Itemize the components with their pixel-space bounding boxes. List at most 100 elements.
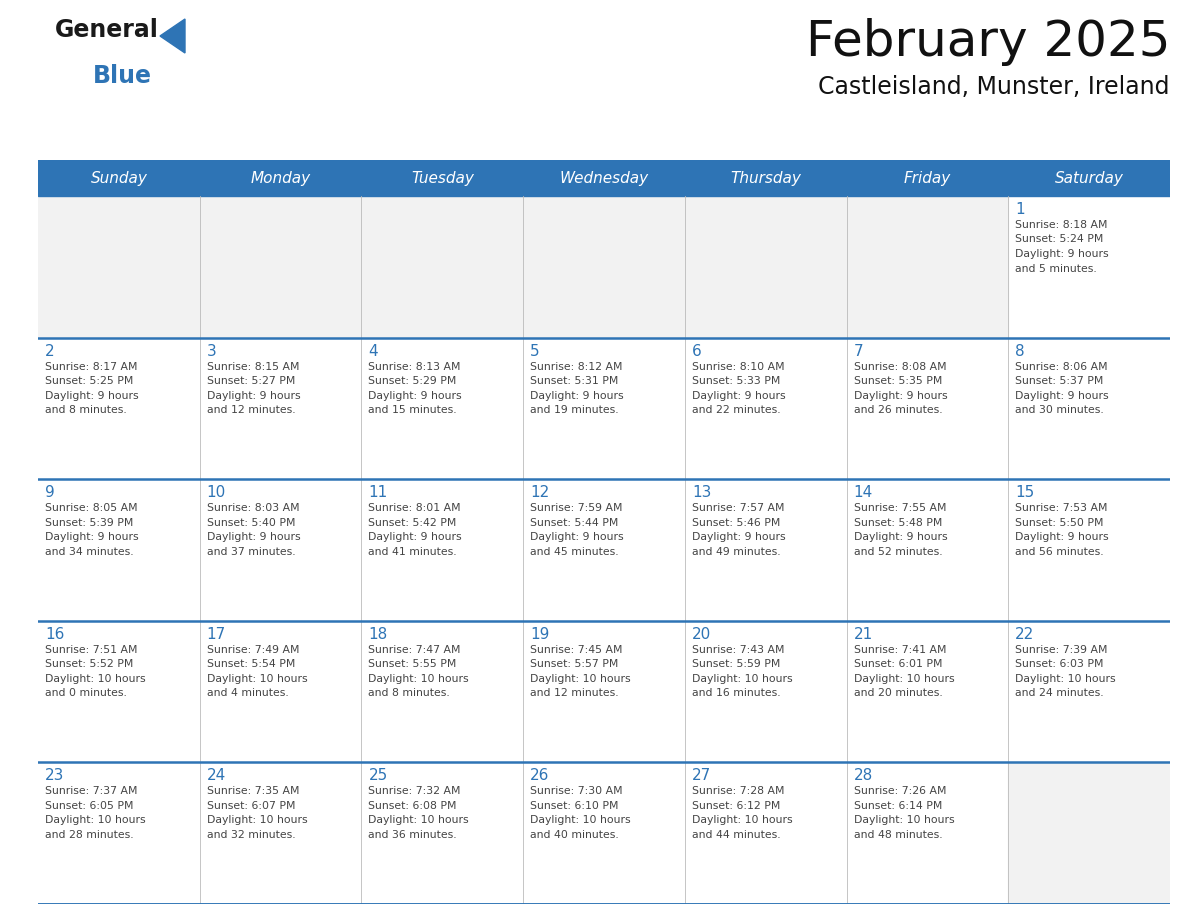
Text: and 41 minutes.: and 41 minutes. [368, 547, 457, 556]
Text: Sunrise: 7:57 AM: Sunrise: 7:57 AM [691, 503, 784, 513]
Text: 13: 13 [691, 486, 712, 500]
Text: Blue: Blue [93, 64, 152, 88]
Text: Sunset: 5:44 PM: Sunset: 5:44 PM [530, 518, 619, 528]
Text: Daylight: 10 hours: Daylight: 10 hours [853, 674, 954, 684]
Text: 7: 7 [853, 343, 864, 359]
Text: Sunset: 5:35 PM: Sunset: 5:35 PM [853, 376, 942, 386]
Text: 6: 6 [691, 343, 702, 359]
Text: Sunrise: 8:15 AM: Sunrise: 8:15 AM [207, 362, 299, 372]
Text: Daylight: 9 hours: Daylight: 9 hours [1016, 390, 1108, 400]
Text: and 15 minutes.: and 15 minutes. [368, 405, 457, 415]
Text: Sunset: 6:14 PM: Sunset: 6:14 PM [853, 800, 942, 811]
Text: 25: 25 [368, 768, 387, 783]
Text: Daylight: 10 hours: Daylight: 10 hours [691, 815, 792, 825]
Text: and 34 minutes.: and 34 minutes. [45, 547, 133, 556]
Bar [38, 160, 1170, 196]
Text: Daylight: 9 hours: Daylight: 9 hours [45, 390, 139, 400]
Text: 26: 26 [530, 768, 550, 783]
Text: Sunset: 6:01 PM: Sunset: 6:01 PM [853, 659, 942, 669]
Text: Wednesday: Wednesday [560, 171, 649, 185]
Text: and 22 minutes.: and 22 minutes. [691, 405, 781, 415]
Text: Sunrise: 7:26 AM: Sunrise: 7:26 AM [853, 787, 946, 797]
Text: 1: 1 [1016, 202, 1025, 217]
Text: Sunset: 6:07 PM: Sunset: 6:07 PM [207, 800, 295, 811]
Text: Daylight: 10 hours: Daylight: 10 hours [368, 815, 469, 825]
Text: Daylight: 9 hours: Daylight: 9 hours [853, 532, 947, 543]
Text: Sunrise: 7:55 AM: Sunrise: 7:55 AM [853, 503, 946, 513]
Text: Tuesday: Tuesday [411, 171, 474, 185]
Text: and 19 minutes.: and 19 minutes. [530, 405, 619, 415]
Text: 21: 21 [853, 627, 873, 642]
Text: Daylight: 9 hours: Daylight: 9 hours [368, 532, 462, 543]
Text: and 32 minutes.: and 32 minutes. [207, 830, 296, 840]
Text: Daylight: 10 hours: Daylight: 10 hours [691, 674, 792, 684]
Text: Sunrise: 7:53 AM: Sunrise: 7:53 AM [1016, 503, 1107, 513]
Text: Sunset: 5:55 PM: Sunset: 5:55 PM [368, 659, 457, 669]
Text: Daylight: 9 hours: Daylight: 9 hours [691, 532, 785, 543]
Text: 11: 11 [368, 486, 387, 500]
Text: 14: 14 [853, 486, 873, 500]
Text: Sunset: 5:33 PM: Sunset: 5:33 PM [691, 376, 781, 386]
Text: and 8 minutes.: and 8 minutes. [368, 688, 450, 699]
Text: Sunset: 5:52 PM: Sunset: 5:52 PM [45, 659, 133, 669]
Text: and 24 minutes.: and 24 minutes. [1016, 688, 1104, 699]
Text: 2: 2 [45, 343, 55, 359]
Bar [38, 763, 1170, 904]
Text: Sunset: 6:12 PM: Sunset: 6:12 PM [691, 800, 781, 811]
Text: and 26 minutes.: and 26 minutes. [853, 405, 942, 415]
Text: Daylight: 9 hours: Daylight: 9 hours [368, 390, 462, 400]
Text: Sunset: 5:54 PM: Sunset: 5:54 PM [207, 659, 295, 669]
Text: 3: 3 [207, 343, 216, 359]
Text: February 2025: February 2025 [805, 18, 1170, 66]
Text: Sunset: 5:59 PM: Sunset: 5:59 PM [691, 659, 781, 669]
Text: Thursday: Thursday [731, 171, 801, 185]
Text: and 36 minutes.: and 36 minutes. [368, 830, 457, 840]
Text: Sunrise: 7:43 AM: Sunrise: 7:43 AM [691, 644, 784, 655]
Text: 23: 23 [45, 768, 64, 783]
Text: and 5 minutes.: and 5 minutes. [1016, 263, 1097, 274]
Text: Sunrise: 7:39 AM: Sunrise: 7:39 AM [1016, 644, 1107, 655]
Bar [38, 479, 1170, 621]
Text: 8: 8 [1016, 343, 1025, 359]
Text: Daylight: 10 hours: Daylight: 10 hours [1016, 674, 1116, 684]
Text: Sunrise: 7:45 AM: Sunrise: 7:45 AM [530, 644, 623, 655]
Text: and 12 minutes.: and 12 minutes. [530, 688, 619, 699]
Text: Daylight: 10 hours: Daylight: 10 hours [45, 815, 146, 825]
Text: Daylight: 9 hours: Daylight: 9 hours [691, 390, 785, 400]
Text: Sunrise: 8:17 AM: Sunrise: 8:17 AM [45, 362, 138, 372]
Text: Daylight: 9 hours: Daylight: 9 hours [207, 390, 301, 400]
Text: Sunset: 5:25 PM: Sunset: 5:25 PM [45, 376, 133, 386]
Text: 20: 20 [691, 627, 712, 642]
Text: and 52 minutes.: and 52 minutes. [853, 547, 942, 556]
Text: 5: 5 [530, 343, 539, 359]
Polygon shape [160, 19, 185, 53]
Text: and 40 minutes.: and 40 minutes. [530, 830, 619, 840]
Text: and 49 minutes.: and 49 minutes. [691, 547, 781, 556]
Text: Sunset: 5:27 PM: Sunset: 5:27 PM [207, 376, 295, 386]
Text: and 56 minutes.: and 56 minutes. [1016, 547, 1104, 556]
Text: 24: 24 [207, 768, 226, 783]
Text: and 8 minutes.: and 8 minutes. [45, 405, 127, 415]
Text: Sunrise: 8:18 AM: Sunrise: 8:18 AM [1016, 220, 1107, 230]
Text: Sunset: 5:31 PM: Sunset: 5:31 PM [530, 376, 619, 386]
Text: Sunset: 6:08 PM: Sunset: 6:08 PM [368, 800, 457, 811]
Text: Sunrise: 8:01 AM: Sunrise: 8:01 AM [368, 503, 461, 513]
Text: 19: 19 [530, 627, 550, 642]
Text: Daylight: 9 hours: Daylight: 9 hours [1016, 249, 1108, 259]
Bar [1009, 763, 1170, 904]
Text: General: General [55, 18, 159, 42]
Text: Sunrise: 7:28 AM: Sunrise: 7:28 AM [691, 787, 784, 797]
Text: Sunrise: 7:30 AM: Sunrise: 7:30 AM [530, 787, 623, 797]
Text: Sunrise: 8:05 AM: Sunrise: 8:05 AM [45, 503, 138, 513]
Bar [38, 196, 1009, 338]
Text: and 30 minutes.: and 30 minutes. [1016, 405, 1104, 415]
Text: 9: 9 [45, 486, 55, 500]
Text: Sunset: 5:37 PM: Sunset: 5:37 PM [1016, 376, 1104, 386]
Text: Saturday: Saturday [1055, 171, 1124, 185]
Text: Sunset: 5:48 PM: Sunset: 5:48 PM [853, 518, 942, 528]
Text: Daylight: 9 hours: Daylight: 9 hours [1016, 532, 1108, 543]
Text: Sunrise: 8:12 AM: Sunrise: 8:12 AM [530, 362, 623, 372]
Text: Sunrise: 8:03 AM: Sunrise: 8:03 AM [207, 503, 299, 513]
Text: Daylight: 9 hours: Daylight: 9 hours [530, 532, 624, 543]
Text: and 16 minutes.: and 16 minutes. [691, 688, 781, 699]
